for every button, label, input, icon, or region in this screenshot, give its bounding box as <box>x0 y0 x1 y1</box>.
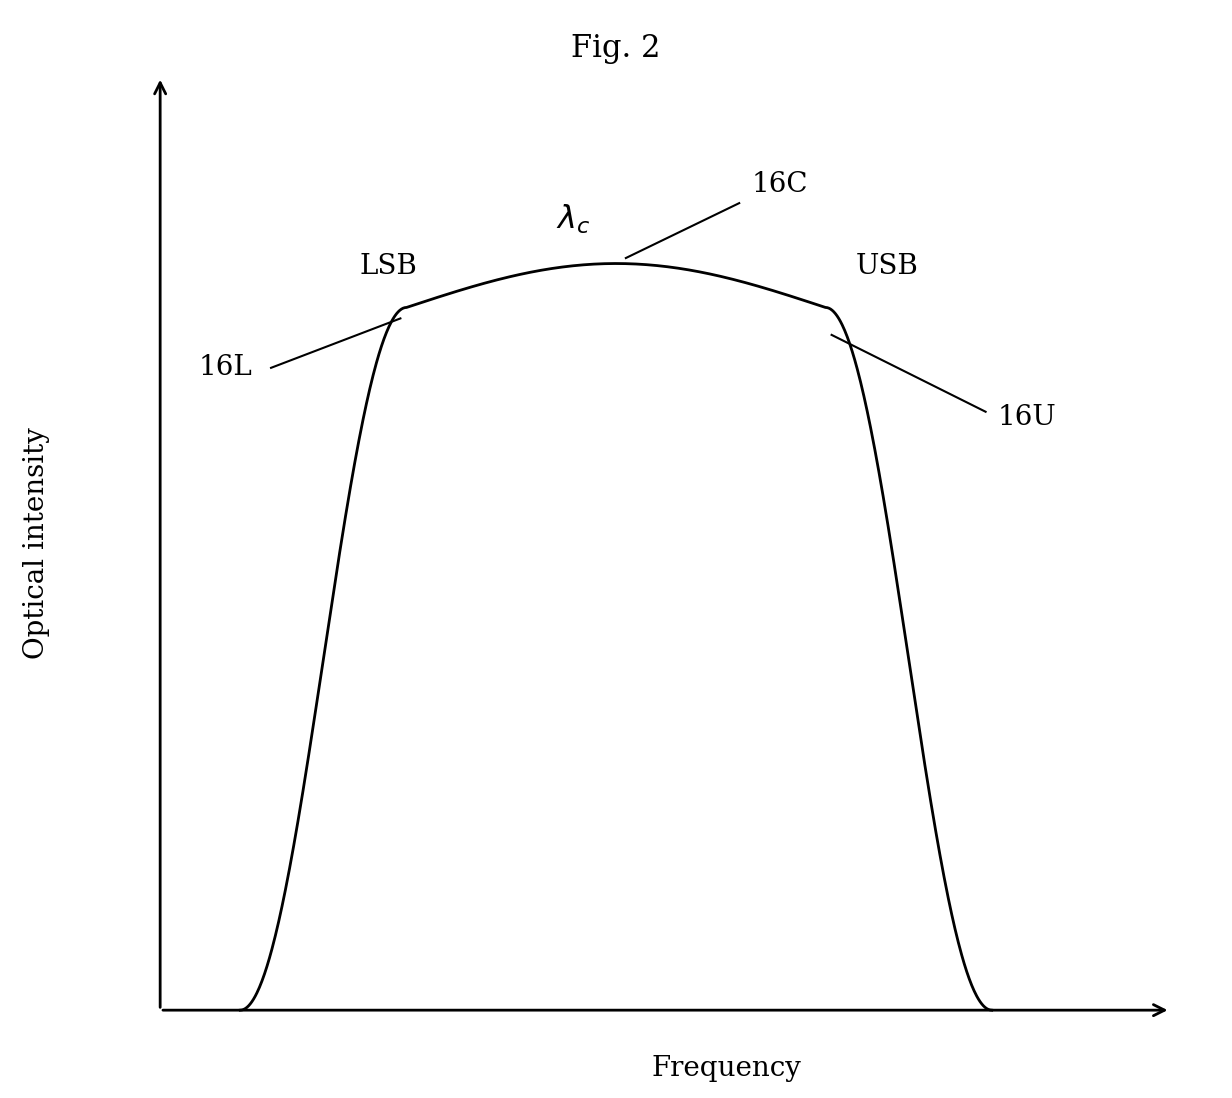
Text: $\lambda_c$: $\lambda_c$ <box>556 203 590 236</box>
Text: LSB: LSB <box>360 253 416 280</box>
Text: Optical intensity: Optical intensity <box>23 427 51 660</box>
Text: 16C: 16C <box>752 170 808 198</box>
Text: Fig. 2: Fig. 2 <box>572 33 660 64</box>
Text: 16L: 16L <box>198 355 253 381</box>
Text: USB: USB <box>855 253 919 280</box>
Text: 16U: 16U <box>998 404 1057 430</box>
Text: Frequency: Frequency <box>652 1054 802 1082</box>
